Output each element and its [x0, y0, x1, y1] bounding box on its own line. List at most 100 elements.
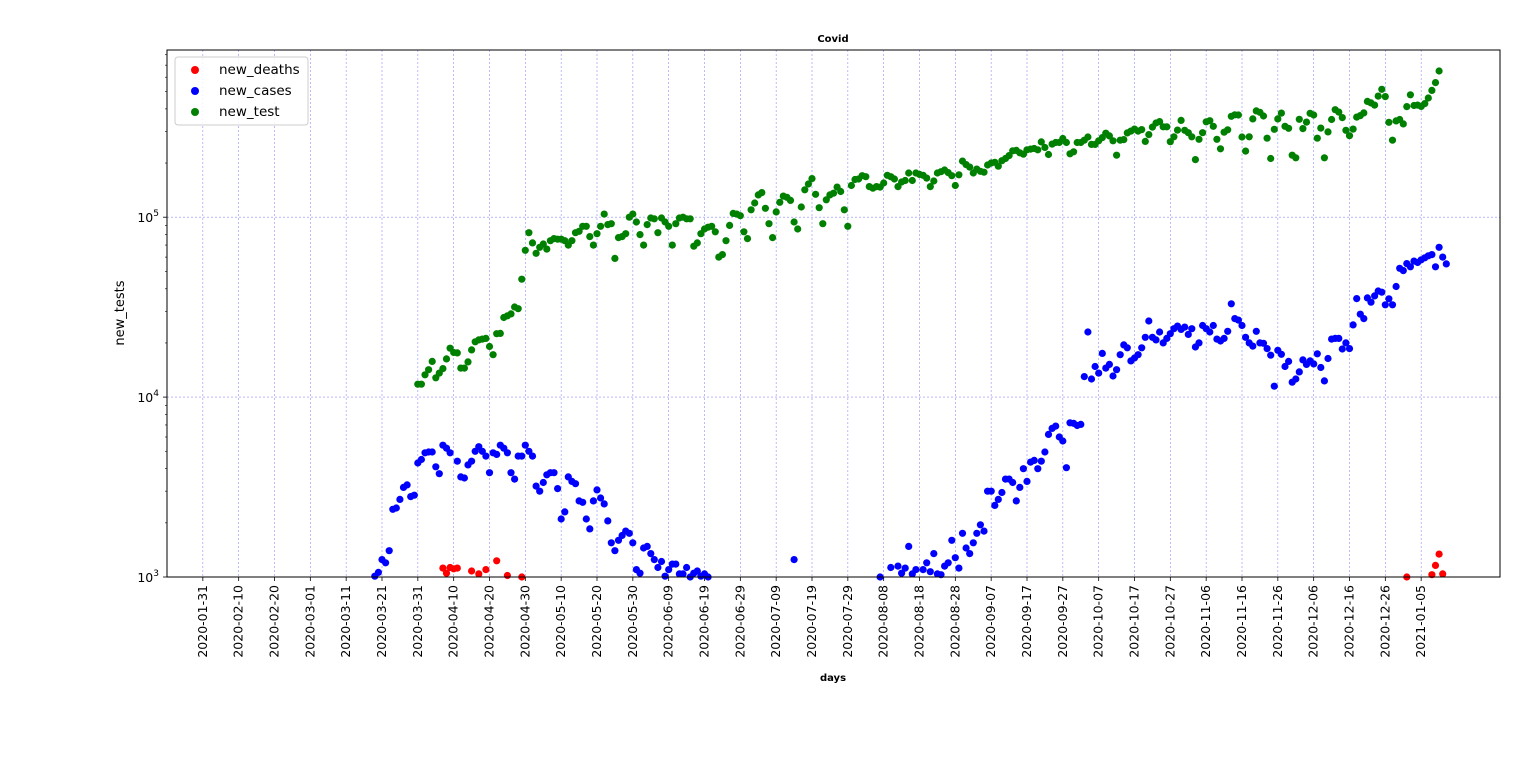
point-new-cases: [973, 529, 981, 537]
point-new-cases: [679, 570, 687, 578]
x-tick-label: 2020-04-10: [446, 585, 461, 658]
point-new-test: [1274, 115, 1282, 123]
point-new-test: [1349, 125, 1357, 133]
point-new-test: [1324, 128, 1332, 136]
point-new-test: [769, 234, 777, 242]
point-new-cases: [1249, 342, 1257, 350]
point-new-cases: [579, 498, 587, 506]
point-new-cases: [1277, 350, 1285, 358]
point-new-deaths: [475, 570, 483, 578]
point-new-test: [611, 254, 619, 262]
point-new-cases: [1134, 351, 1142, 359]
point-new-test: [815, 204, 823, 212]
point-new-cases: [554, 485, 562, 493]
point-new-cases: [1091, 362, 1099, 371]
point-new-test: [1044, 150, 1053, 159]
point-new-test: [772, 208, 780, 216]
point-new-cases: [1044, 430, 1053, 438]
point-new-cases: [1227, 300, 1235, 308]
point-new-cases: [1367, 298, 1375, 306]
point-new-test: [1320, 154, 1328, 162]
point-new-test: [672, 220, 680, 228]
point-new-cases: [600, 500, 608, 508]
point-new-test: [439, 365, 447, 373]
point-new-test: [736, 212, 744, 220]
point-new-test: [1345, 132, 1354, 140]
point-new-cases: [482, 452, 490, 460]
data-points: [371, 67, 1450, 581]
point-new-test: [923, 174, 931, 182]
legend-marker-new-test: [191, 108, 199, 116]
point-new-test: [1338, 114, 1346, 122]
point-new-cases: [468, 457, 476, 465]
point-new-cases: [650, 556, 658, 564]
point-new-test: [1163, 123, 1171, 131]
point-new-cases: [1388, 301, 1397, 309]
point-new-test: [1335, 108, 1343, 116]
point-new-cases: [1184, 330, 1192, 338]
point-new-test: [808, 175, 816, 183]
point-new-cases: [994, 495, 1002, 503]
point-new-test: [643, 221, 651, 229]
point-new-cases: [955, 564, 963, 572]
point-new-test: [1170, 133, 1178, 141]
point-new-test: [1378, 85, 1386, 93]
point-new-deaths: [482, 566, 490, 574]
point-new-cases: [1220, 334, 1228, 342]
point-new-test: [485, 342, 494, 351]
point-new-test: [1141, 137, 1149, 145]
x-tick-label: 2020-11-26: [1270, 585, 1285, 658]
point-new-cases: [403, 481, 411, 489]
point-new-test: [640, 241, 648, 249]
point-new-cases: [1030, 456, 1038, 464]
point-new-cases: [1105, 360, 1113, 368]
point-new-cases: [521, 441, 529, 449]
point-new-test: [711, 228, 719, 236]
point-new-test: [482, 334, 490, 342]
point-new-test: [1310, 111, 1318, 119]
point-new-cases: [1238, 321, 1246, 330]
legend-label-new-test: new_test: [219, 104, 280, 120]
point-new-test: [1342, 126, 1350, 134]
point-new-test: [1299, 125, 1307, 133]
point-new-test: [507, 310, 515, 318]
point-new-test: [525, 229, 533, 237]
point-new-test: [528, 239, 537, 247]
point-new-test: [837, 187, 845, 196]
point-new-test: [654, 229, 662, 237]
point-new-cases: [453, 457, 461, 465]
x-tick-label: 2020-07-19: [804, 585, 819, 658]
point-new-test: [844, 222, 852, 230]
point-new-test: [776, 198, 784, 206]
point-new-cases: [665, 566, 673, 574]
point-new-cases: [693, 567, 701, 575]
point-new-cases: [539, 478, 547, 487]
point-new-deaths: [442, 569, 451, 577]
x-tick-label: 2020-12-16: [1342, 585, 1357, 658]
point-new-cases: [396, 495, 404, 503]
x-tick-label: 2020-08-18: [912, 585, 927, 658]
point-new-deaths: [453, 564, 461, 572]
point-new-cases: [969, 539, 977, 547]
point-new-cases: [507, 469, 515, 477]
point-new-cases: [962, 544, 970, 552]
point-new-cases: [1435, 243, 1443, 251]
point-new-cases: [948, 536, 956, 544]
point-new-test: [539, 240, 547, 248]
point-new-cases: [672, 560, 680, 568]
point-new-test: [1113, 151, 1121, 159]
point-new-test: [1270, 125, 1278, 133]
point-new-test: [1173, 126, 1182, 134]
point-new-test: [1195, 135, 1203, 143]
point-new-cases: [1152, 336, 1160, 344]
point-new-cases: [1034, 465, 1042, 473]
point-new-cases: [561, 508, 569, 516]
point-new-test: [1242, 147, 1250, 155]
point-new-test: [417, 380, 425, 388]
point-new-test: [460, 364, 468, 372]
point-new-cases: [1080, 373, 1088, 381]
point-new-test: [951, 181, 959, 190]
point-new-cases: [1059, 437, 1067, 445]
point-new-test: [862, 173, 870, 181]
